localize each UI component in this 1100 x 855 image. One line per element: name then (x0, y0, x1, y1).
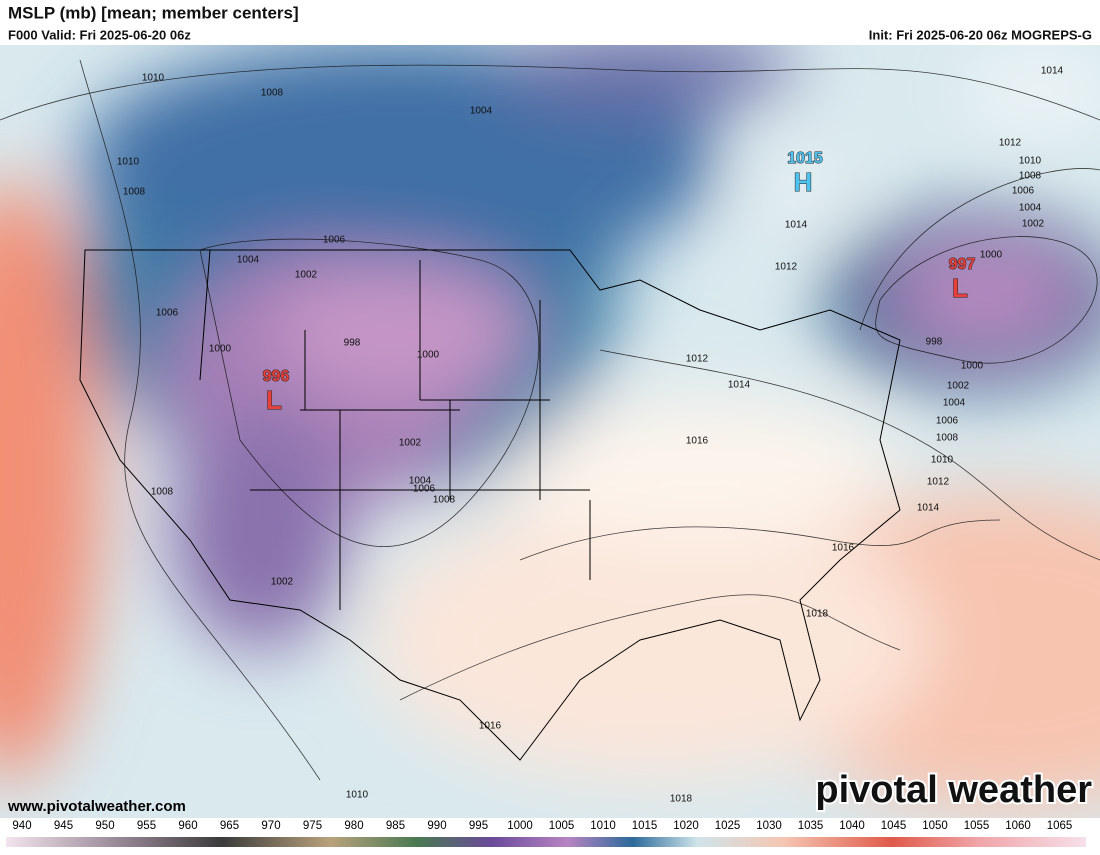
colorbar-tick: 1015 (632, 820, 658, 832)
contour-label: 1004 (409, 476, 432, 487)
colorbar-tick: 1040 (839, 820, 865, 832)
colorbar-tick: 970 (261, 820, 280, 832)
contour-label: 1000 (961, 361, 984, 372)
contour-label: 1008 (261, 88, 284, 99)
contour-label: 1010 (346, 790, 369, 801)
url: www.pivotalweather.com (7, 798, 186, 815)
colorbar-tick: 995 (469, 820, 488, 832)
contour-label: 1012 (775, 262, 798, 273)
contour-label: 1008 (1019, 171, 1042, 182)
colorbar-tick: 1010 (590, 820, 616, 832)
map (0, 45, 1100, 818)
contour-label: 1012 (999, 138, 1022, 149)
contour-label: 1018 (670, 794, 693, 805)
center-symbol: H (794, 167, 813, 197)
contour-label: 1006 (156, 308, 179, 319)
colorbar-tick: 950 (95, 820, 114, 832)
contour-label: 1006 (413, 484, 436, 495)
init-time: Init: Fri 2025-06-20 06z MOGREPS-G (869, 27, 1092, 42)
contour-label: 1002 (947, 381, 970, 392)
contour-label: 1004 (943, 398, 966, 409)
contour-label: 1010 (1019, 156, 1042, 167)
contour-label: 1002 (295, 270, 318, 281)
contour-label: 1004 (237, 255, 260, 266)
colorbar-tick: 990 (427, 820, 446, 832)
contour-label: 1000 (980, 250, 1003, 261)
colorbar-tick: 975 (303, 820, 322, 832)
colorbar-tick: 1025 (715, 820, 741, 832)
colorbar-tick: 955 (137, 820, 156, 832)
contour-label: 1016 (686, 436, 709, 447)
colorbar-tick: 1020 (673, 820, 699, 832)
colorbar-tick: 945 (54, 820, 73, 832)
colorbar-tick: 1045 (881, 820, 907, 832)
colorbar-tick: 1000 (507, 820, 533, 832)
contour-label: 1014 (785, 220, 808, 231)
contour-label: 1018 (806, 609, 829, 620)
colorbar-tick: 1060 (1005, 820, 1031, 832)
center-value: 997 (949, 256, 976, 273)
contour-label: 1010 (931, 455, 954, 466)
colorbar-tick: 965 (220, 820, 239, 832)
colorbar-tick: 960 (178, 820, 197, 832)
center-symbol: L (952, 273, 968, 303)
contour-label: 1008 (123, 187, 146, 198)
contour-label: 998 (926, 337, 943, 348)
contour-label: 1008 (151, 487, 174, 498)
contour-label: 1008 (433, 495, 456, 506)
colorbar-tick: 1035 (798, 820, 824, 832)
contour-label: 1012 (686, 354, 709, 365)
center-symbol: L (266, 385, 282, 415)
contour-label: 1000 (417, 350, 440, 361)
contour-label: 1002 (399, 438, 422, 449)
contour-label: 1006 (1012, 186, 1035, 197)
colorbar-tick: 1005 (549, 820, 575, 832)
contour-label: 1000 (209, 344, 232, 355)
colorbar-tick: 1065 (1047, 820, 1073, 832)
contour-label: 1004 (470, 106, 493, 117)
contour-label: 1002 (1022, 219, 1045, 230)
contour-label: 1010 (142, 73, 165, 84)
contour-label: 1006 (323, 235, 346, 246)
contour-label: 1014 (728, 380, 751, 391)
contour-label: 1002 (271, 577, 294, 588)
contour-label: 1016 (832, 543, 855, 554)
title: MSLP (mb) [mean; member centers] (8, 3, 299, 22)
colorbar (6, 837, 1086, 847)
valid-time: F000 Valid: Fri 2025-06-20 06z (8, 27, 191, 42)
colorbar-tick: 940 (12, 820, 31, 832)
center-value: 996 (263, 368, 290, 385)
contour-label: 1014 (917, 503, 940, 514)
contour-label: 1004 (1019, 203, 1042, 214)
contour-label: 1014 (1041, 66, 1064, 77)
contour-label: 1010 (117, 157, 140, 168)
contour-label: 1016 (479, 721, 502, 732)
center-value: 1015 (787, 150, 823, 167)
colorbar-tick: 985 (386, 820, 405, 832)
contour-label: 998 (344, 338, 361, 349)
colorbar-tick: 1050 (922, 820, 948, 832)
contour-label: 1006 (936, 416, 959, 427)
colorbar-tick: 1055 (964, 820, 990, 832)
colorbar-tick: 1030 (756, 820, 782, 832)
brand: pivotal weather (815, 769, 1092, 811)
colorbar-tick: 980 (344, 820, 363, 832)
contour-label: 1012 (927, 477, 950, 488)
contour-label: 1008 (936, 433, 959, 444)
